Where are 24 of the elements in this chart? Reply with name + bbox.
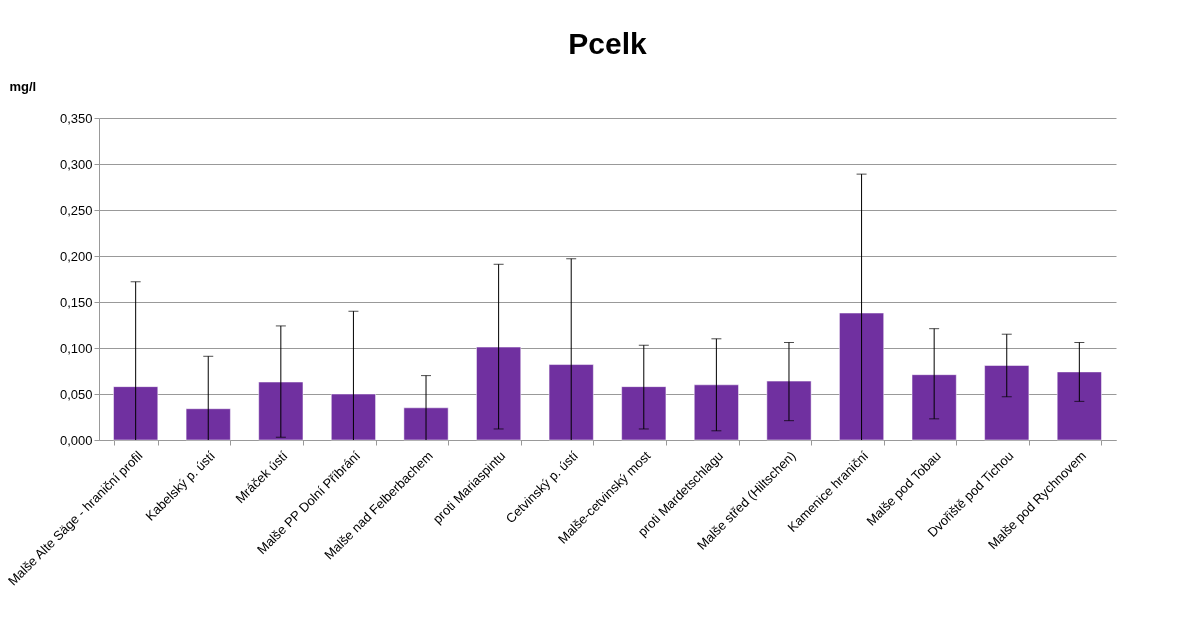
y-tick-label: 0,200 (59, 248, 93, 264)
y-tick-label: 0,350 (59, 110, 93, 126)
bar (331, 393, 376, 441)
y-tick-label: 0,300 (59, 156, 93, 172)
bar (113, 386, 159, 441)
bar (403, 407, 449, 441)
bar (548, 364, 594, 441)
bar (476, 346, 521, 441)
bar (258, 381, 304, 441)
y-tick-label: 0,050 (59, 386, 93, 402)
bar (984, 365, 1030, 441)
bar (839, 312, 884, 441)
y-tick-label: 0,000 (59, 432, 93, 448)
bar (621, 386, 667, 441)
chart-title: Pcelk (568, 27, 648, 60)
bar (911, 374, 957, 441)
y-tick-label: 0,250 (59, 202, 93, 218)
bar (694, 384, 739, 441)
bar (1056, 371, 1102, 441)
y-axis-title: mg/l (9, 78, 37, 94)
y-tick-label: 0,100 (59, 340, 93, 356)
y-tick-label: 0,150 (59, 294, 93, 310)
bar (766, 380, 812, 441)
bar (185, 408, 231, 441)
